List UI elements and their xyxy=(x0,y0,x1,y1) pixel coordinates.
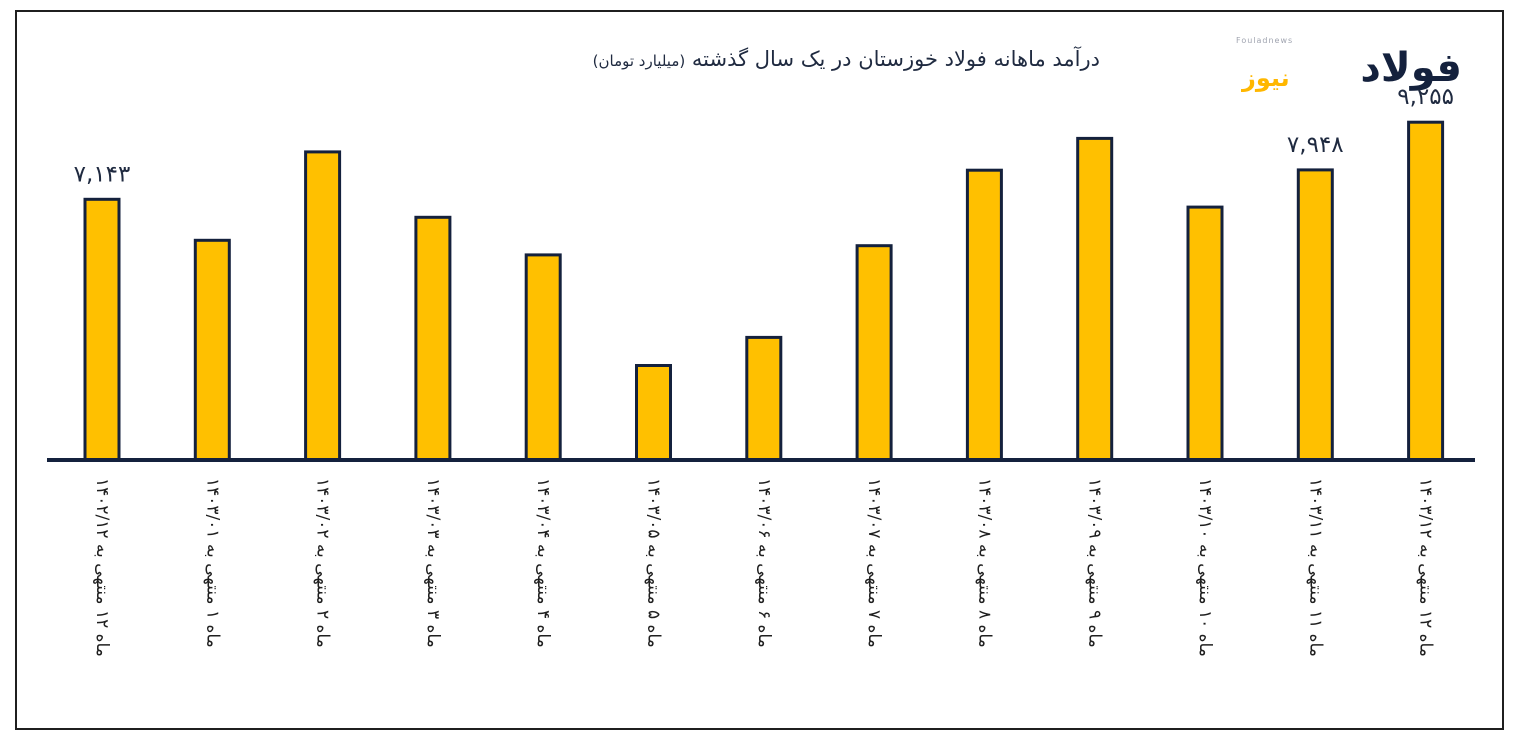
x-tick-label-11: ماه ۱۰ منتهی به ۱۴۰۳/۱۰ xyxy=(1195,478,1215,657)
bar-10 xyxy=(1076,136,1114,462)
x-tick-label-3: ماه ۲ منتهی به ۱۴۰۳/۰۲ xyxy=(313,478,333,648)
bar-11 xyxy=(1186,205,1224,462)
bar-1 xyxy=(83,197,121,462)
bar-7 xyxy=(745,335,783,462)
title-unit: (میلیارد تومان) xyxy=(592,52,686,70)
x-tick-label-8: ماه ۷ منتهی به ۱۴۰۳/۰۷ xyxy=(864,478,884,648)
data-label-13: ۹,۲۵۵ xyxy=(1397,84,1454,110)
x-tick-label-13: ماه ۱۲ منتهی به ۱۴۰۳/۱۲ xyxy=(1416,478,1436,657)
logo-tiny-text: Fouladnews xyxy=(1236,36,1294,45)
bar-13 xyxy=(1407,120,1445,462)
title-text: درآمد ماهانه فولاد خوزستان در یک سال گذش… xyxy=(691,47,1100,71)
x-tick-label-10: ماه ۹ منتهی به ۱۴۰۳/۰۹ xyxy=(1085,478,1105,648)
logo-brand-sub: نیوز xyxy=(1242,64,1290,92)
bar-8 xyxy=(855,244,893,462)
data-label-12: ۷,۹۴۸ xyxy=(1287,132,1344,158)
bar-2 xyxy=(193,238,231,462)
x-tick-label-5: ماه ۴ منتهی به ۱۴۰۳/۰۴ xyxy=(533,478,553,648)
x-tick-label-12: ماه ۱۱ منتهی به ۱۴۰۳/۱۱ xyxy=(1305,478,1325,657)
bar-12 xyxy=(1296,168,1334,462)
chart-title: درآمد ماهانه فولاد خوزستان در یک سال گذش… xyxy=(420,47,1100,71)
logo-brand-text: فولاد xyxy=(1360,45,1462,91)
x-tick-label-2: ماه ۱ منتهی به ۱۴۰۳/۰۱ xyxy=(202,478,222,648)
bar-5 xyxy=(524,253,562,462)
x-tick-label-1: ماه ۱۲ منتهی به ۱۴۰۲/۱۲ xyxy=(92,478,112,657)
x-tick-label-4: ماه ۳ منتهی به ۱۴۰۳/۰۳ xyxy=(423,478,443,648)
bar-9 xyxy=(965,168,1003,462)
fouladnews-logo: Fouladnews فولاد نیوز xyxy=(1236,34,1466,104)
data-label-1: ۷,۱۴۳ xyxy=(74,161,131,187)
bar-4 xyxy=(414,215,452,462)
x-tick-label-9: ماه ۸ منتهی به ۱۴۰۳/۰۸ xyxy=(974,478,994,648)
x-tick-label-7: ماه ۶ منتهی به ۱۴۰۳/۰۶ xyxy=(754,478,774,648)
bar-3 xyxy=(304,150,342,462)
x-tick-label-6: ماه ۵ منتهی به ۱۴۰۳/۰۵ xyxy=(644,478,664,648)
bar-6 xyxy=(635,364,672,462)
